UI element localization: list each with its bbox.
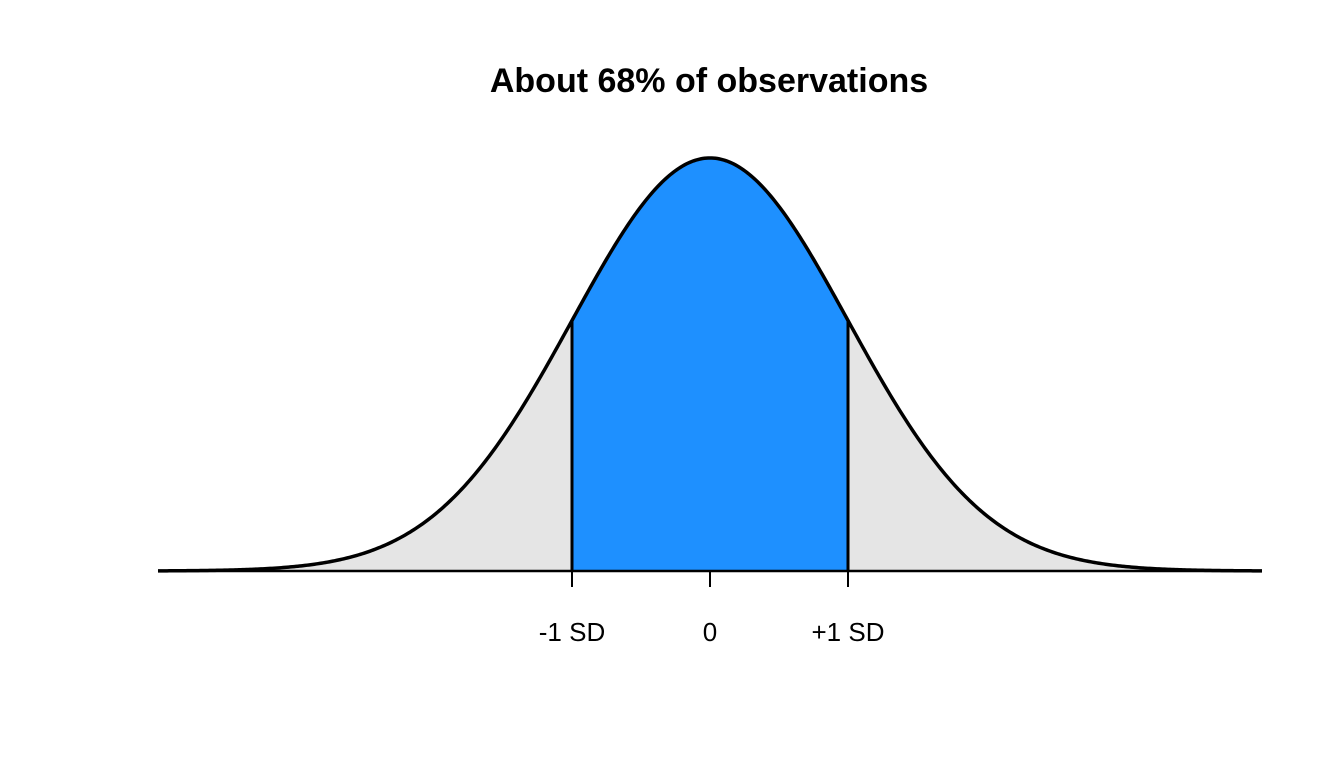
tail-area-right: [848, 320, 1262, 571]
central-area: [572, 157, 848, 571]
x-axis-ticks: -1 SD 0 +1 SD: [539, 571, 885, 647]
tick-label: +1 SD: [812, 617, 885, 647]
density-curve: [157, 156, 1263, 573]
tick-label: -1 SD: [539, 617, 605, 647]
boundary-lines: [570, 320, 850, 571]
chart-title: About 68% of observations: [490, 62, 928, 100]
tail-area-left: [158, 320, 572, 571]
tick-label: 0: [703, 617, 717, 647]
